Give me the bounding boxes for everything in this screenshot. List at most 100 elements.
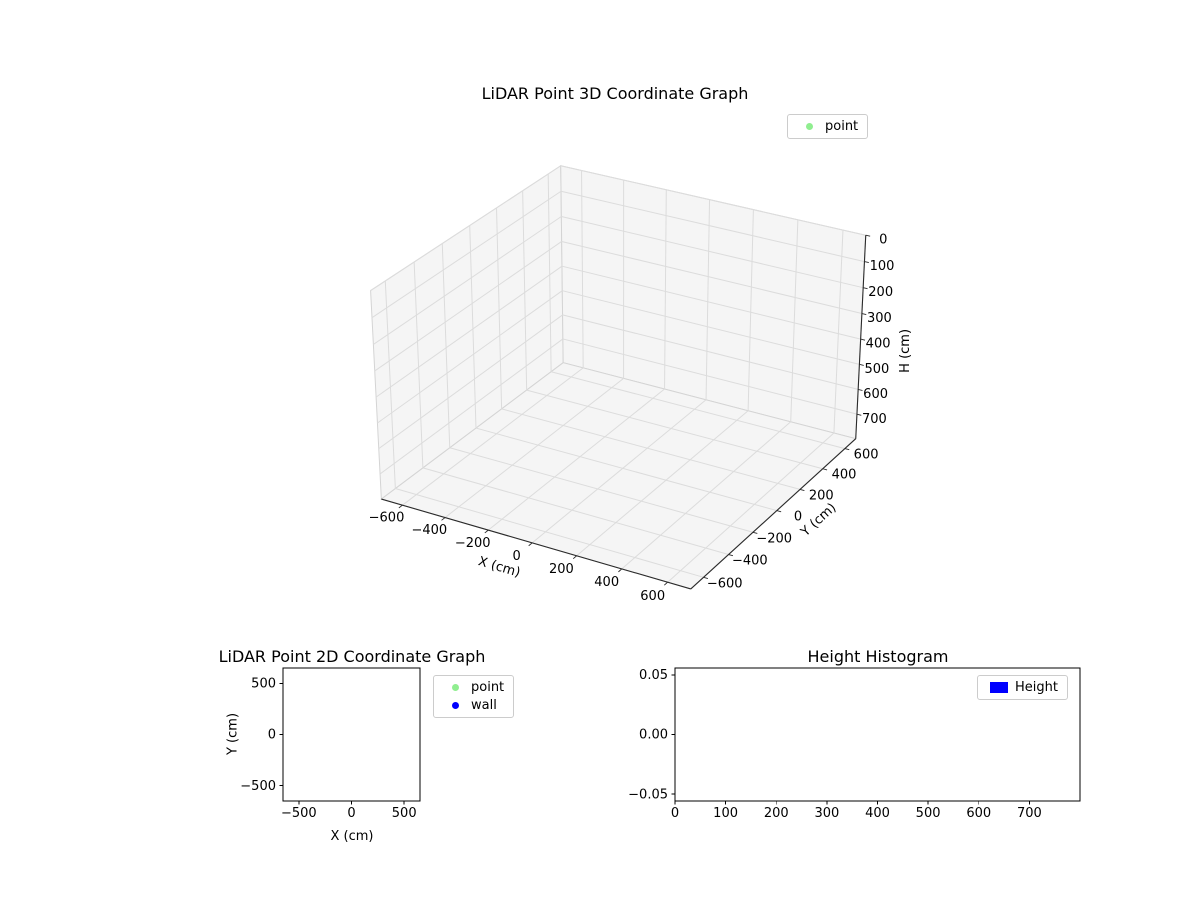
grid-or-tick-line [560,165,866,236]
grid-or-tick-line [581,170,584,368]
grid-or-tick-line [373,216,562,345]
grid-or-tick-line [799,488,805,492]
grid-or-tick-line [422,467,729,555]
grid-or-tick-line [547,173,552,372]
tick-label: 300 [814,806,839,821]
grid-or-tick-line [487,388,665,531]
grid-or-tick-line [377,290,563,424]
grid-or-tick-line [858,388,863,391]
grid-or-tick-line [522,190,528,391]
grid-or-tick-line [374,241,562,372]
tick-label: 500 [251,677,276,692]
grid-or-tick-line [562,314,859,390]
chart-2d-title: LiDAR Point 2D Coordinate Graph [218,647,486,666]
tick-label: 700 [1017,806,1042,821]
legend-label: point [825,119,859,134]
tick-label: 200 [764,806,789,821]
tick-label: −500 [240,779,276,794]
grid-or-tick-line [703,576,709,579]
tick-label: 200 [868,285,893,300]
tick-label: 100 [870,259,895,274]
tick-label: 0 [268,728,276,743]
grid-or-tick-line [561,240,863,315]
grid-or-tick-line [370,165,562,292]
axis-label: Y (cm) [798,500,840,540]
legend-item-wall: wall [443,698,504,713]
grid-or-tick-line [790,219,799,422]
grid-or-tick-line [865,234,871,237]
grid-or-tick-line [475,427,777,512]
grid-or-tick-line [822,468,828,471]
tick-label: −600 [369,511,405,526]
chart-2d-ylabel: Y (cm) [225,712,241,756]
tick-label: 600 [640,589,665,604]
histogram-title: Height Histogram [807,647,949,666]
legend-item-height: Height [987,680,1058,695]
point-marker-icon [451,684,459,691]
grid-or-tick-line [441,243,451,448]
tick-label: 300 [867,311,892,326]
tick-label: 0 [513,549,521,564]
legend-item-point: point [797,119,858,134]
tick-label: −400 [411,523,447,538]
legend-item-point: point [443,680,504,695]
grid-or-tick-line [705,199,711,400]
legend-label: point [471,680,505,695]
grid-or-tick-line [395,488,704,578]
tick-label: 700 [862,412,887,427]
tick-label: −400 [732,554,768,569]
grid-or-tick-line [860,338,866,341]
chart-3d-title: LiDAR Point 3D Coordinate Graph [481,84,749,103]
tick-label: 0 [671,806,679,821]
grid-or-tick-line [747,209,754,411]
grid-or-tick-line [728,554,734,557]
grid-or-tick-line [752,531,758,534]
grid-or-tick-line [501,408,801,490]
grid-or-tick-line [561,215,864,289]
wall-marker-icon [451,702,459,709]
grid-or-tick-line [562,338,858,415]
legend-label: Height [1015,680,1058,695]
grid-or-tick-line [576,410,749,557]
tick-label: 200 [549,562,574,577]
grid-or-tick-line [484,529,489,534]
grid-or-tick-line [531,399,707,544]
grid-or-tick-line [863,287,868,290]
grid-or-tick-line [449,447,754,533]
grid-or-tick-line [621,421,792,570]
legend-marker-slot [443,702,467,709]
tick-label: 400 [865,806,890,821]
tick-label: 400 [594,575,619,590]
tick-label: 400 [866,337,891,352]
tick-label: 600 [854,447,879,462]
lidar-2d-plot-area [282,667,421,802]
grid-or-tick-line [384,280,396,489]
grid-or-tick-line [371,190,562,319]
tick-label: 600 [966,806,991,821]
tick-label: 0.05 [639,668,668,683]
tick-label: 600 [863,387,888,402]
legend-label: wall [471,698,497,713]
grid-or-tick-line [560,190,865,263]
grid-or-tick-line [776,510,782,513]
grid-or-tick-line [861,313,867,316]
grid-or-tick-line [469,225,477,429]
grid-or-tick-line [562,290,860,365]
grid-or-tick-line [844,448,850,451]
tick-label: 0.00 [639,728,668,743]
tick-label: −500 [281,806,317,821]
axis-label: H (cm) [898,329,913,373]
tick-label: 500 [392,806,417,821]
chart-2d-xlabel: X (cm) [330,829,374,844]
tick-label: 100 [713,806,738,821]
grid-or-tick-line [444,377,624,518]
grid-or-tick-line [526,389,823,470]
chart-2d-legend: point wall [433,675,515,718]
tick-label: 500 [916,806,941,821]
grid-or-tick-line [561,265,861,340]
tick-label: 200 [809,488,834,503]
grid-or-tick-line [663,581,668,586]
grid-or-tick-line [528,542,533,547]
